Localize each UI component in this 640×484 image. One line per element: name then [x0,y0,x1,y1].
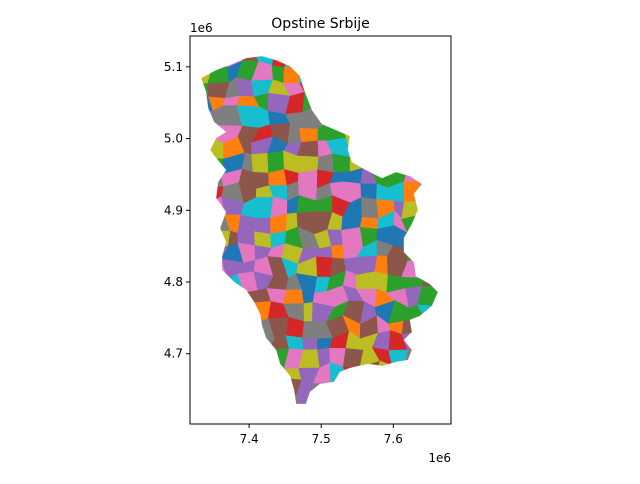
y-tick-label: 4.8 [164,275,183,289]
x-axis-ticks: 7.4 7.5 7.6 [240,424,403,446]
municipality-shape [361,197,380,220]
municipality-shape [285,335,305,351]
municipality-shape [317,153,335,174]
municipality-shape [299,127,319,143]
municipality-shape [332,153,351,174]
municipality-shape [237,214,258,234]
municipality-shape [454,99,470,115]
y-axis-ticks: 5.1 5.0 4.9 4.8 4.7 [164,60,190,361]
municipality-shape [283,289,305,305]
x-tick-label: 7.6 [384,432,403,446]
municipality-shape [356,271,378,290]
y-tick-label: 5.1 [164,60,183,74]
municipality-shape [302,337,319,351]
x-offset-label: 1e6 [428,451,451,465]
municipality-shape [251,152,270,174]
x-tick-label: 7.4 [240,432,259,446]
municipality-shape [455,271,464,291]
municipality-shape [303,302,314,323]
y-tick-label: 4.9 [164,203,183,217]
x-tick-label: 7.5 [312,432,331,446]
map-title: Opstine Srbije [271,16,369,32]
y-offset-label: 1e6 [190,21,213,35]
municipality-shape [454,112,470,121]
municipality-shape [331,244,345,260]
municipality-shape [451,170,467,189]
municipality-shape [453,367,469,380]
municipality-shape [454,82,470,99]
municipality-shape [453,121,470,144]
municipality-shape [341,226,364,248]
y-tick-label: 5.0 [164,132,183,146]
y-tick-label: 4.7 [164,347,183,361]
municipality-shape [360,183,378,200]
